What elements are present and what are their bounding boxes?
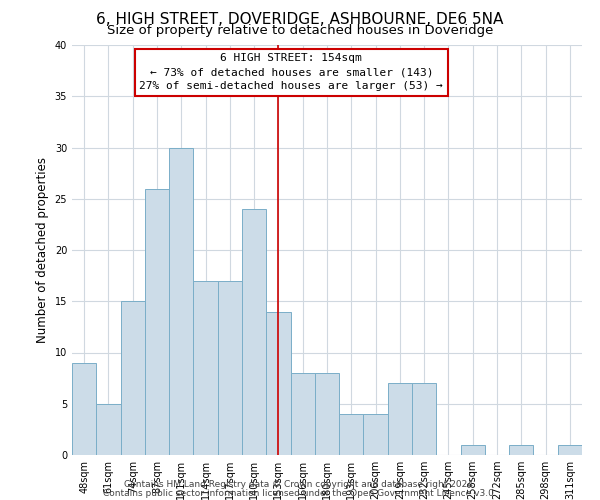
Text: 6, HIGH STREET, DOVERIDGE, ASHBOURNE, DE6 5NA: 6, HIGH STREET, DOVERIDGE, ASHBOURNE, DE… — [97, 12, 503, 28]
Bar — [388, 383, 412, 455]
Bar — [121, 301, 145, 455]
Bar — [315, 373, 339, 455]
Text: Contains public sector information licensed under the Open Government Licence v3: Contains public sector information licen… — [103, 489, 497, 498]
Bar — [290, 373, 315, 455]
Bar — [72, 363, 96, 455]
Bar — [364, 414, 388, 455]
Bar — [339, 414, 364, 455]
Text: 6 HIGH STREET: 154sqm
← 73% of detached houses are smaller (143)
27% of semi-det: 6 HIGH STREET: 154sqm ← 73% of detached … — [139, 53, 443, 91]
Bar — [218, 281, 242, 455]
Text: Contains HM Land Registry data © Crown copyright and database right 2024.: Contains HM Land Registry data © Crown c… — [124, 480, 476, 489]
Bar — [193, 281, 218, 455]
Text: Size of property relative to detached houses in Doveridge: Size of property relative to detached ho… — [107, 24, 493, 37]
Bar — [169, 148, 193, 455]
Bar — [558, 445, 582, 455]
Bar — [96, 404, 121, 455]
Bar — [509, 445, 533, 455]
Bar — [145, 188, 169, 455]
Y-axis label: Number of detached properties: Number of detached properties — [36, 157, 49, 343]
Bar — [266, 312, 290, 455]
Bar — [242, 209, 266, 455]
Bar — [461, 445, 485, 455]
Bar — [412, 383, 436, 455]
